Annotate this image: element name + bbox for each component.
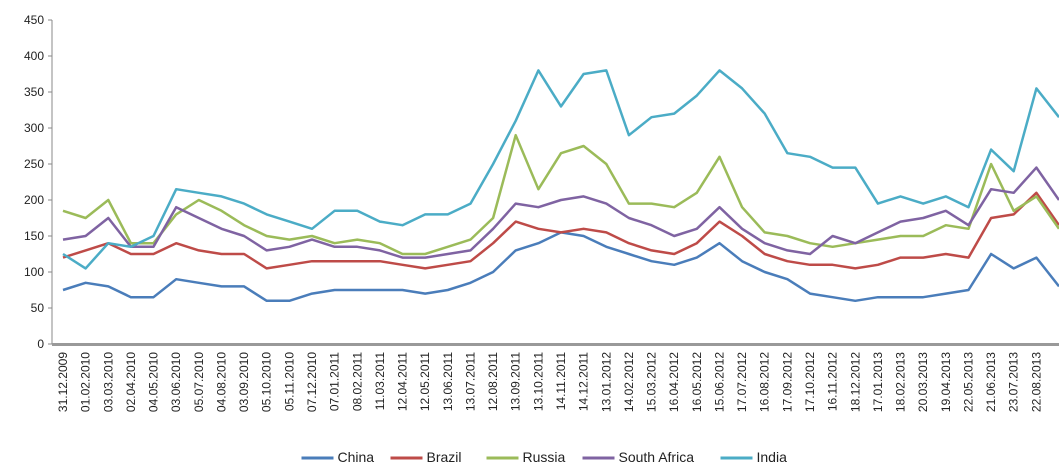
x-tick-label: 16.04.2012 <box>667 352 681 412</box>
x-tick-label: 17.10.2012 <box>803 352 817 412</box>
legend-label: South Africa <box>619 449 695 465</box>
x-tick-label: 11.03.2011 <box>373 352 387 411</box>
x-tick-label: 12.05.2011 <box>418 352 432 411</box>
legend-label: Brazil <box>427 449 462 465</box>
x-tick-label: 04.05.2010 <box>147 352 161 412</box>
x-tick-label: 07.01.2011 <box>328 352 342 411</box>
legend-label: China <box>338 449 375 465</box>
x-tick-label: 03.06.2010 <box>169 352 183 412</box>
x-tick-label: 15.03.2012 <box>645 352 659 412</box>
x-tick-label: 03.09.2010 <box>237 352 251 412</box>
x-tick-label: 31.12.2009 <box>56 352 70 412</box>
x-tick-label: 16.11.2012 <box>826 352 840 411</box>
y-tick-label: 100 <box>24 265 44 279</box>
line-series <box>62 166 1059 259</box>
x-tick-label: 08.02.2011 <box>350 352 364 411</box>
line-series <box>62 133 1059 256</box>
x-tick-label: 23.07.2013 <box>1007 352 1021 412</box>
line-series <box>62 191 1059 270</box>
x-tick-label: 02.04.2010 <box>124 352 138 412</box>
x-tick-label: 12.08.2011 <box>486 352 500 411</box>
x-tick-label: 13.09.2011 <box>509 352 523 411</box>
legend-label: India <box>757 449 788 465</box>
y-tick-label: 300 <box>24 121 44 135</box>
x-tick-label: 05.10.2010 <box>260 352 274 412</box>
x-tick-label: 20.03.2013 <box>916 352 930 412</box>
legend-label: Russia <box>523 449 566 465</box>
x-tick-label: 14.11.2011 <box>554 352 568 411</box>
line-series <box>62 231 1059 303</box>
x-tick-label: 18.02.2013 <box>894 352 908 412</box>
x-tick-label: 19.04.2013 <box>939 352 953 412</box>
y-tick-label: 400 <box>24 49 44 63</box>
y-tick-label: 350 <box>24 85 44 99</box>
x-tick-label: 17.07.2012 <box>735 352 749 412</box>
y-tick-label: 150 <box>24 229 44 243</box>
x-tick-label: 22.08.2013 <box>1029 352 1043 412</box>
y-tick-label: 50 <box>31 301 45 315</box>
x-tick-label: 17.01.2013 <box>871 352 885 412</box>
x-tick-label: 15.06.2012 <box>712 352 726 412</box>
x-tick-label: 16.08.2012 <box>758 352 772 412</box>
y-tick-label: 200 <box>24 193 44 207</box>
x-tick-label: 22.05.2013 <box>961 352 975 412</box>
y-tick-label: 250 <box>24 157 44 171</box>
x-axis <box>52 343 1059 346</box>
x-tick-label: 05.07.2010 <box>192 352 206 412</box>
x-tick-label: 13.01.2012 <box>599 352 613 412</box>
x-tick-label: 16.05.2012 <box>690 352 704 412</box>
x-tick-label: 07.12.2010 <box>305 352 319 412</box>
x-tick-label: 14.02.2012 <box>622 352 636 412</box>
x-tick-label: 13.06.2011 <box>441 352 455 411</box>
line-series <box>62 69 1059 270</box>
x-tick-label: 14.12.2011 <box>577 352 591 411</box>
y-tick-label: 0 <box>37 337 44 351</box>
x-tick-label: 05.11.2010 <box>282 352 296 411</box>
x-tick-label: 13.07.2011 <box>463 352 477 411</box>
x-tick-label: 01.02.2010 <box>79 352 93 412</box>
x-tick-label: 04.08.2010 <box>214 352 228 412</box>
y-tick-label: 450 <box>24 13 44 27</box>
x-tick-label: 18.12.2012 <box>848 352 862 412</box>
x-tick-label: 12.04.2011 <box>396 352 410 411</box>
x-tick-label: 21.06.2013 <box>984 352 998 412</box>
x-tick-label: 03.03.2010 <box>101 352 115 412</box>
x-tick-label: 17.09.2012 <box>780 352 794 412</box>
x-tick-label: 13.10.2011 <box>531 352 545 411</box>
